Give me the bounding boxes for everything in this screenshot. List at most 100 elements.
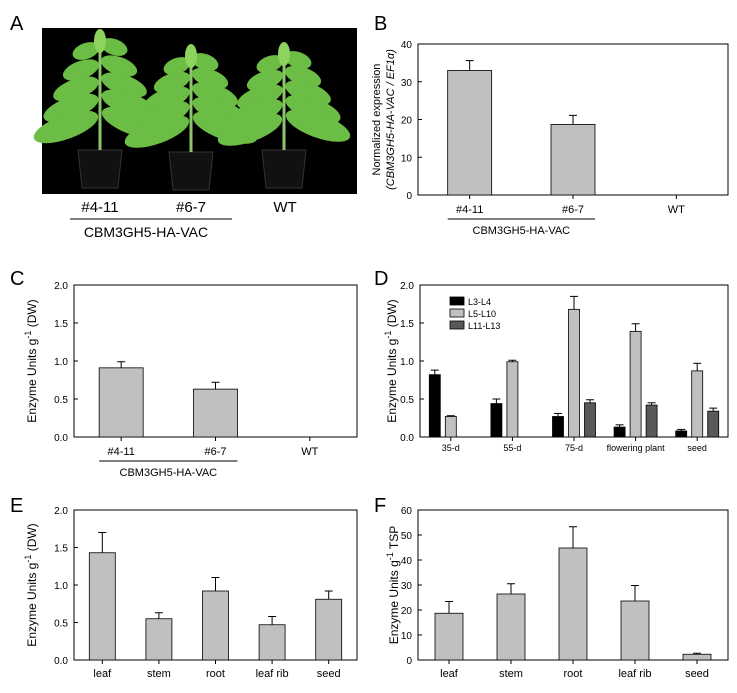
panel-a-letter: A bbox=[10, 13, 24, 35]
legend-swatch bbox=[449, 296, 465, 306]
plant-pot-icon bbox=[261, 149, 307, 189]
y-tick-label: 0.0 bbox=[400, 433, 414, 444]
y-tick-label: 2.0 bbox=[400, 281, 414, 292]
bar bbox=[88, 552, 116, 661]
plant-leaf bbox=[100, 38, 128, 56]
y-tick-label: 0.5 bbox=[400, 395, 414, 406]
tobacco-plant-icon bbox=[124, 44, 258, 191]
bar bbox=[584, 402, 596, 438]
x-tick-label: root bbox=[564, 668, 583, 680]
bar bbox=[552, 416, 564, 438]
plant-leaf bbox=[43, 93, 99, 123]
bar bbox=[145, 618, 173, 661]
bar bbox=[691, 370, 704, 438]
y-axis-label: Enzyme Units g-1 (DW) bbox=[23, 299, 39, 422]
y-tick-label: 1.5 bbox=[400, 319, 414, 330]
plant-label-wt: WT bbox=[273, 199, 296, 216]
panel-letter: D bbox=[374, 268, 388, 290]
x-tick-label: stem bbox=[499, 668, 523, 680]
y-tick-label: 30 bbox=[401, 78, 413, 89]
bar bbox=[558, 547, 588, 661]
y-tick-label: 40 bbox=[401, 556, 413, 567]
plant-label-6-7: #6-7 bbox=[176, 199, 206, 216]
plant-leaf bbox=[284, 51, 312, 69]
legend-swatch bbox=[449, 308, 465, 318]
plant-leaf bbox=[278, 42, 290, 66]
panel-c-chart: C 0.0 0.5 1.0 1.5 2.0 Enzyme Units g-1 (DW) #4-… bbox=[10, 268, 358, 479]
bar bbox=[428, 374, 441, 438]
plant-leaf bbox=[33, 110, 99, 144]
y-tick-label: 1.0 bbox=[400, 357, 414, 368]
y-axis-label: Enzyme Units g-1 (DW) bbox=[383, 299, 399, 422]
y-tick-label: 0 bbox=[406, 191, 412, 202]
plant-leaf bbox=[62, 59, 100, 81]
y-tick-label: 0.0 bbox=[54, 433, 68, 444]
bar bbox=[675, 430, 688, 438]
plant-leaf bbox=[191, 53, 219, 71]
x-tick-label: #6-7 bbox=[562, 204, 584, 216]
x-tick-label: seed bbox=[317, 668, 341, 680]
panel-b-chart: B 0 10 20 30 40 Normalized expression (CBM3GH5-… bbox=[371, 13, 729, 237]
plant-label-4-11: #4-11 bbox=[81, 199, 118, 216]
y-axis-label: Normalized expression bbox=[371, 64, 383, 176]
bar bbox=[550, 124, 596, 196]
bar bbox=[315, 598, 343, 661]
bar bbox=[629, 330, 642, 438]
x-tick-label: #6-7 bbox=[204, 446, 226, 458]
panel-letter: F bbox=[374, 495, 386, 517]
group-label: CBM3GH5-HA-VAC bbox=[84, 224, 208, 240]
y-tick-label: 0.0 bbox=[54, 656, 68, 667]
plant-leaf bbox=[285, 80, 331, 106]
y-tick-label: 20 bbox=[401, 606, 413, 617]
legend-swatch bbox=[449, 320, 465, 330]
y-tick-label: 0 bbox=[406, 656, 412, 667]
y-tick-label: 1.5 bbox=[54, 319, 68, 330]
legend-label: L5-L10 bbox=[468, 309, 496, 319]
panel-e-chart: E 0.0 0.5 1.0 1.5 2.0 Enzyme Units g-1 (DW) lea… bbox=[10, 495, 358, 680]
tobacco-plant-icon bbox=[217, 42, 351, 189]
bar bbox=[490, 403, 503, 438]
y-axis-label: Enzyme Units g-1 (DW) bbox=[23, 523, 39, 646]
y-tick-label: 10 bbox=[401, 631, 413, 642]
plant-leaf bbox=[192, 82, 238, 108]
x-tick-label: leaf rib bbox=[256, 668, 289, 680]
x-tick-label: WT bbox=[301, 446, 318, 458]
bar bbox=[568, 308, 580, 438]
plant-leaf bbox=[101, 89, 157, 119]
x-tick-label: stem bbox=[147, 668, 171, 680]
y-tick-label: 0.5 bbox=[54, 395, 68, 406]
plant-leaf bbox=[72, 42, 100, 60]
x-tick-label: leaf bbox=[93, 668, 112, 680]
tobacco-plant-icon bbox=[33, 29, 167, 189]
plant-leaf bbox=[101, 72, 147, 98]
x-tick-label: flowering plant bbox=[607, 443, 666, 453]
bar bbox=[444, 416, 457, 438]
plant-leaf bbox=[285, 109, 351, 142]
plant-leaf bbox=[237, 84, 283, 110]
y-tick-label: 2.0 bbox=[54, 281, 68, 292]
x-tick-label: 55-d bbox=[503, 443, 521, 453]
x-tick-label: 75-d bbox=[565, 443, 583, 453]
y-tick-label: 1.0 bbox=[54, 357, 68, 368]
bar bbox=[98, 367, 144, 438]
bar bbox=[258, 624, 286, 661]
y-tick-label: 0.5 bbox=[54, 619, 68, 630]
x-tick-label: #4-11 bbox=[108, 446, 135, 458]
legend-label: L11-L13 bbox=[468, 321, 500, 331]
y-axis-label: Enzyme Units g-1 TSP bbox=[385, 526, 401, 645]
bar bbox=[434, 612, 464, 661]
plant-leaf bbox=[185, 44, 197, 68]
panel-letter: B bbox=[374, 13, 387, 35]
bar bbox=[496, 593, 526, 661]
panel-letter: E bbox=[10, 495, 23, 517]
bar bbox=[613, 426, 626, 438]
x-tick-label: leaf rib bbox=[618, 668, 651, 680]
y-axis-label: (CBM3GH5-HA-VAC / EF1α) bbox=[385, 49, 397, 190]
bar bbox=[620, 600, 650, 661]
x-tick-label: WT bbox=[668, 204, 685, 216]
group-label: CBM3GH5-HA-VAC bbox=[473, 225, 571, 237]
plant-pot-icon bbox=[77, 149, 123, 189]
panel-a: A #4-11 #6-7 WT CBM3GH5-HA-VAC bbox=[10, 13, 357, 240]
